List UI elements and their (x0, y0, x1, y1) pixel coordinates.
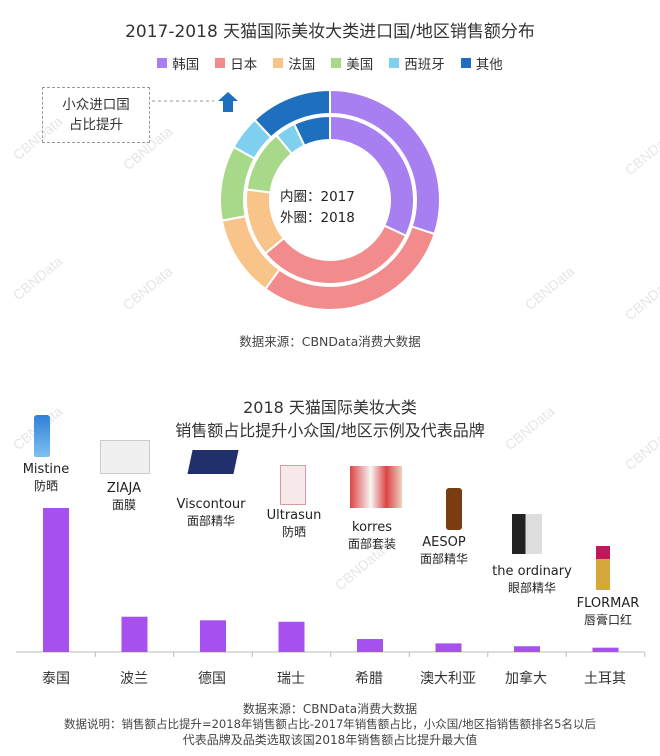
legend-label: 韩国 (172, 57, 200, 73)
data-note-line2: 代表品牌及品类选取该国2018年销售额占比提升最大值 (182, 733, 478, 747)
legend-label: 西班牙 (404, 57, 445, 73)
x-tick-label: 德国 (198, 671, 226, 687)
product-type: 面部精华 (419, 552, 468, 566)
lipstick-icon (596, 546, 610, 590)
inner-ring-slice-其他 (292, 114, 331, 148)
legend-item: 法国 (273, 53, 315, 73)
x-tick-label: 泰国 (42, 671, 70, 687)
x-tick-label: 澳大利亚 (420, 671, 476, 687)
bar-chart-title-line2: 销售额占比提升小众国/地区示例及代表品牌 (175, 421, 485, 440)
dropper-bottle-icon (446, 488, 462, 530)
bar-土耳其 (592, 647, 619, 652)
brand-name: Mistine (22, 462, 70, 477)
brand-name: the ordinary (492, 564, 572, 579)
brand-label: the ordinary 眼部精华 (482, 564, 582, 596)
bar-加拿大 (514, 646, 540, 652)
brand-label: FLORMAR 唇膏口红 (558, 596, 658, 628)
brand-name: FLORMAR (576, 596, 640, 611)
brand-label: Viscontour 面部精华 (161, 497, 261, 529)
x-tick-label: 瑞士 (277, 671, 305, 687)
brand-label: AESOP 面部精华 (394, 535, 494, 567)
product-type: 眼部精华 (507, 581, 556, 595)
donut-center-label: 内圈：2017 外圈：2018 (280, 187, 355, 229)
callout-line: 占比提升 (69, 117, 123, 133)
brand-label: ZIAJA 面膜 (74, 481, 174, 513)
legend-item: 美国 (331, 53, 373, 73)
bar-source: 数据来源：CBNData消费大数据 (242, 702, 418, 716)
legend-swatch (460, 58, 471, 68)
serum-box-icon (187, 450, 239, 474)
inner-ring-label: 内圈：2017 (280, 189, 355, 205)
x-tick-label: 希腊 (355, 671, 383, 687)
callout-line: 小众进口国 (62, 97, 130, 113)
sunscreen-bottle-icon (34, 415, 50, 457)
bar-波兰 (121, 616, 148, 652)
legend-label: 其他 (475, 57, 503, 73)
cosmetic-set-icon (350, 466, 402, 508)
brand-label: Ultrasun 防晒 (244, 508, 344, 540)
bar-泰国 (43, 508, 69, 652)
donut-chart-title: 2017-2018 天猫国际美妆大类进口国/地区销售额分布 (125, 22, 535, 42)
product-type: 面部套装 (347, 537, 396, 551)
outer-ring-slice-其他 (253, 88, 331, 139)
legend-item: 其他 (460, 53, 503, 73)
bar-德国 (200, 620, 226, 652)
x-tick-label: 加拿大 (505, 671, 547, 687)
brand-label: Mistine 防晒 (0, 462, 96, 494)
bar-希腊 (357, 639, 383, 652)
legend-item: 韩国 (157, 53, 199, 73)
brand-name: korres (352, 520, 392, 535)
product-type: 防晒 (33, 479, 58, 493)
callout-box: 小众进口国 占比提升 (42, 87, 150, 143)
brand-name: Ultrasun (266, 508, 322, 523)
legend-swatch (157, 58, 168, 68)
product-type: 唇膏口红 (583, 613, 632, 627)
legend-label: 法国 (288, 57, 316, 73)
legend-swatch (331, 58, 342, 68)
data-note-line1: 数据说明：销售额占比提升=2018年销售额占比-2017年销售额占比，小众国/地… (63, 717, 596, 731)
x-tick-label: 波兰 (120, 671, 148, 687)
donut-source: 数据来源：CBNData消费大数据 (239, 334, 421, 349)
brand-name: AESOP (422, 535, 466, 550)
brand-name: ZIAJA (106, 481, 142, 496)
product-type: 面部精华 (186, 514, 235, 528)
legend-label: 日本 (230, 57, 258, 73)
mask-box-icon (100, 440, 150, 474)
up-arrow-icon (218, 92, 238, 112)
bar-瑞士 (278, 621, 305, 652)
bar-澳大利亚 (435, 643, 462, 652)
legend-swatch (215, 58, 226, 68)
outer-ring-label: 外圈：2018 (280, 210, 355, 226)
product-type: 防晒 (281, 525, 306, 539)
legend-swatch (273, 58, 284, 68)
product-type: 面膜 (111, 498, 136, 512)
legend-item: 日本 (215, 53, 257, 73)
brand-label: korres 面部套装 (322, 520, 422, 552)
sunscreen-tube-icon (280, 465, 306, 505)
legend-item: 西班牙 (389, 53, 445, 73)
x-tick-label: 土耳其 (584, 671, 626, 687)
legend-label: 美国 (346, 57, 374, 73)
donut-legend: 韩国 日本 法国 美国 西班牙 其他 (0, 53, 660, 73)
eye-serum-icon (512, 514, 542, 554)
bar-chart-title-line1: 2018 天猫国际美妆大类 (243, 398, 417, 417)
brand-name: Viscontour (176, 497, 246, 512)
legend-swatch (389, 58, 400, 68)
